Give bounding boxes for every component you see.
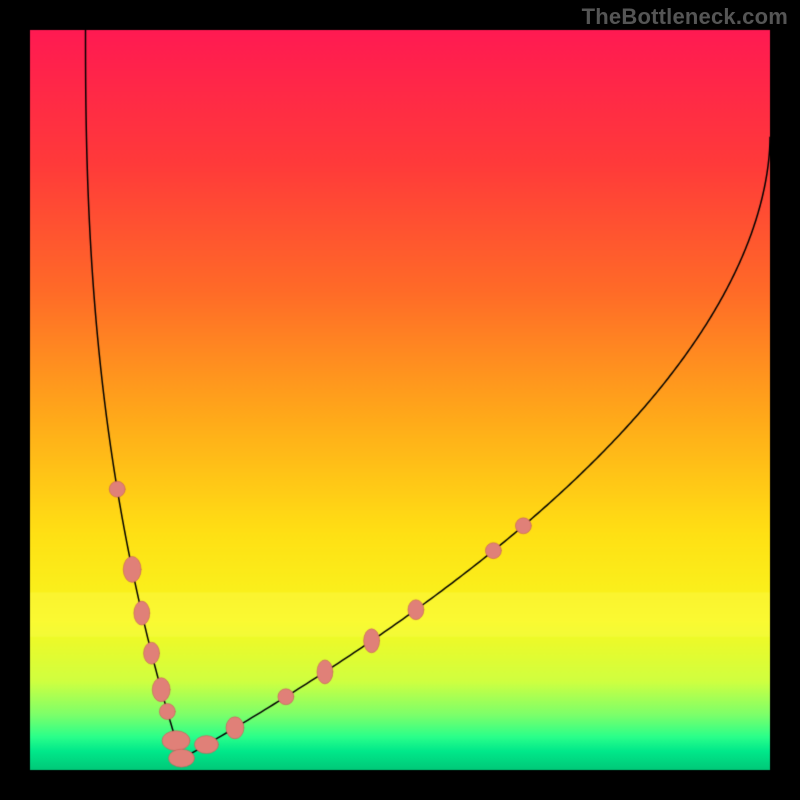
chart-container: TheBottleneck.com <box>0 0 800 800</box>
bottleneck-chart <box>0 0 800 800</box>
watermark-label: TheBottleneck.com <box>582 4 788 30</box>
